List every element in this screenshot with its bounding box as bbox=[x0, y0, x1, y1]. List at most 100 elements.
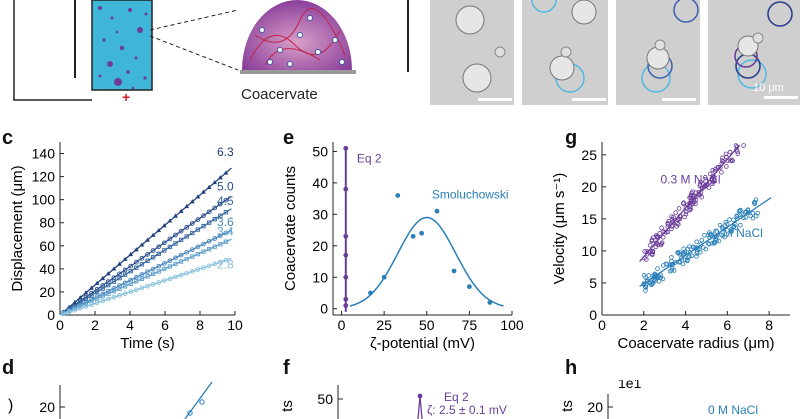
chart-c-xtick-label: 0 bbox=[56, 317, 64, 333]
chart-g-point bbox=[750, 215, 756, 221]
chart-c-point bbox=[167, 258, 173, 264]
chart-g-point bbox=[689, 253, 695, 258]
channel-chamber bbox=[91, 0, 153, 91]
chart-g-point bbox=[728, 227, 734, 232]
chart-c-point bbox=[61, 311, 66, 317]
chart-c-series-label: 5.0 bbox=[217, 179, 234, 193]
chart-c-point bbox=[223, 210, 229, 215]
chart-h-ytick: 20 bbox=[587, 399, 603, 415]
chart-g-point bbox=[654, 241, 660, 246]
chart-c-point bbox=[195, 251, 201, 257]
chart-g-point bbox=[697, 249, 703, 255]
chart-g-point bbox=[689, 197, 694, 203]
chart-g-ylabel: Velocity (μm s⁻¹) bbox=[551, 173, 568, 285]
chart-e-smol-point bbox=[395, 193, 401, 198]
chart-g-point bbox=[746, 210, 751, 215]
chart-g-point bbox=[696, 189, 702, 195]
chart-c-point bbox=[223, 170, 229, 175]
chart-g-point bbox=[705, 241, 711, 246]
chart-g-point bbox=[735, 151, 741, 156]
chart-g-point bbox=[731, 217, 736, 223]
chart-g-point bbox=[688, 195, 694, 201]
chart-c-point bbox=[133, 287, 139, 293]
chart-c-point bbox=[173, 274, 178, 280]
chart-g-point bbox=[727, 149, 733, 155]
chart-g-point bbox=[674, 220, 680, 226]
chart-c-point bbox=[212, 179, 218, 185]
chart-c-point bbox=[145, 274, 150, 279]
chart-c-point bbox=[189, 221, 195, 226]
chart-e-smol-point bbox=[466, 284, 472, 290]
chart-c-point bbox=[89, 285, 94, 290]
chart-f-annotation-zeta: ζ: 2.5 ± 0.1 mV bbox=[427, 403, 507, 417]
chart-g-point bbox=[687, 207, 693, 213]
chart-g-point bbox=[738, 222, 743, 228]
chart-c-point bbox=[167, 218, 173, 223]
chart-e-eq2-point bbox=[343, 186, 349, 192]
chart-c-point bbox=[100, 283, 106, 288]
chart-c-point bbox=[212, 217, 217, 222]
chart-g-point bbox=[684, 257, 690, 263]
chart-c-point bbox=[117, 286, 122, 291]
chart-c-point bbox=[128, 251, 134, 257]
chart-c-ytick-label: 120 bbox=[32, 169, 56, 185]
chart-g-point bbox=[660, 229, 666, 234]
chart-g-point bbox=[745, 207, 751, 212]
panel-letter-c: c bbox=[2, 127, 14, 149]
chart-c-point bbox=[212, 244, 217, 249]
chart-c-point bbox=[128, 269, 133, 274]
chart-g-point bbox=[680, 201, 686, 206]
chart-c-point bbox=[139, 276, 145, 281]
chart-c-point bbox=[206, 184, 212, 189]
chart-g-point bbox=[643, 285, 649, 290]
chart-c-point bbox=[122, 267, 128, 273]
chart-g-point bbox=[642, 249, 647, 254]
chart-c-point bbox=[173, 232, 178, 238]
chart-c-point bbox=[145, 269, 150, 275]
chart-c-point bbox=[184, 203, 190, 209]
chart-c-point bbox=[122, 272, 128, 277]
chart-c-point bbox=[134, 265, 139, 270]
chart-g-point bbox=[705, 232, 711, 238]
chart-c-point bbox=[145, 252, 150, 257]
chart-c-ytick-label: 60 bbox=[39, 238, 55, 254]
chart-c-xtick-label: 10 bbox=[227, 317, 243, 333]
chart-c-point bbox=[162, 248, 167, 253]
chart-g-series-label: 0.3 M NaCl bbox=[660, 173, 720, 187]
chart-g-point bbox=[719, 161, 725, 166]
chart-c-point bbox=[106, 282, 111, 288]
chart-c-point bbox=[111, 279, 117, 284]
chart-e-ytick-label: 40 bbox=[312, 175, 328, 191]
chart-c-point bbox=[150, 281, 156, 287]
chart-h-ylabel-fragment: ts bbox=[559, 400, 576, 412]
chart-c-point bbox=[89, 302, 94, 307]
chart-e-xtick-label: 50 bbox=[419, 317, 435, 333]
chart-c-point bbox=[178, 237, 184, 243]
chart-g-point bbox=[743, 215, 749, 220]
chart-c-point bbox=[173, 255, 178, 261]
chart-g-point bbox=[683, 209, 689, 215]
chart-c-point bbox=[218, 242, 223, 247]
chart-g-point bbox=[643, 288, 648, 293]
chart-c-point bbox=[212, 205, 218, 211]
micrograph-3 bbox=[616, 0, 700, 105]
chart-c-point bbox=[195, 227, 201, 232]
chart-c-xtick-label: 2 bbox=[91, 317, 99, 333]
chart-c-point bbox=[139, 242, 145, 247]
chart-c-point bbox=[94, 286, 100, 292]
chart-c-point bbox=[212, 236, 218, 241]
chart-h-multiplier: 1e1 bbox=[618, 380, 642, 391]
chart-c-point bbox=[128, 281, 133, 286]
chart-g-point bbox=[712, 177, 717, 183]
chart-g-point bbox=[734, 144, 740, 150]
chart-c-xlabel: Time (s) bbox=[120, 335, 174, 352]
chart-g-point bbox=[714, 238, 719, 243]
chart-c-point bbox=[201, 213, 206, 219]
chart-c-point bbox=[206, 209, 212, 215]
chart-g-point bbox=[723, 151, 729, 157]
chart-g-point bbox=[733, 225, 738, 230]
chart-g-point bbox=[670, 219, 675, 224]
chart-e-annotation-eq2: Eq 2 bbox=[357, 151, 382, 165]
chart-g-point bbox=[707, 171, 713, 177]
chart-g-point bbox=[719, 170, 724, 175]
